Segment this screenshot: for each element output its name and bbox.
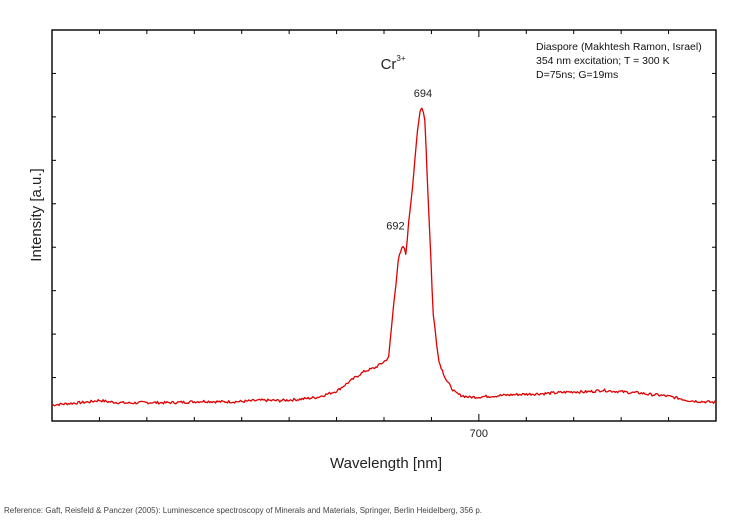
- y-axis-label-container: Intensity [a.u.]: [2, 150, 62, 280]
- spectrum-line: [51, 107, 717, 407]
- ion-label-superscript: 3+: [396, 54, 405, 63]
- minor-ticks-left: [52, 72, 56, 379]
- x-axis-label: Wavelength [nm]: [330, 455, 442, 472]
- ion-label: Cr3+: [381, 54, 406, 73]
- legend-line-gate: D=75ns; G=19ms: [536, 69, 619, 81]
- minor-ticks-bottom: [98, 414, 670, 421]
- peak-label-694: 694: [414, 88, 432, 100]
- legend-info: Diaspore (Makhtesh Ramon, Israel) 354 nm…: [536, 40, 702, 82]
- peak-label-692: 692: [386, 220, 404, 232]
- legend-line-sample: Diaspore (Makhtesh Ramon, Israel): [536, 41, 702, 53]
- legend-line-excitation: 354 nm excitation; T = 300 K: [536, 55, 670, 67]
- ion-label-symbol: Cr: [381, 56, 397, 73]
- reference-note: Reference: Gaft, Reisfeld & Panczer (200…: [4, 506, 483, 515]
- y-axis-label: Intensity [a.u.]: [28, 168, 45, 261]
- x-tick-label: 700: [470, 428, 488, 440]
- minor-ticks-top: [98, 30, 670, 37]
- minor-ticks-right: [712, 72, 716, 379]
